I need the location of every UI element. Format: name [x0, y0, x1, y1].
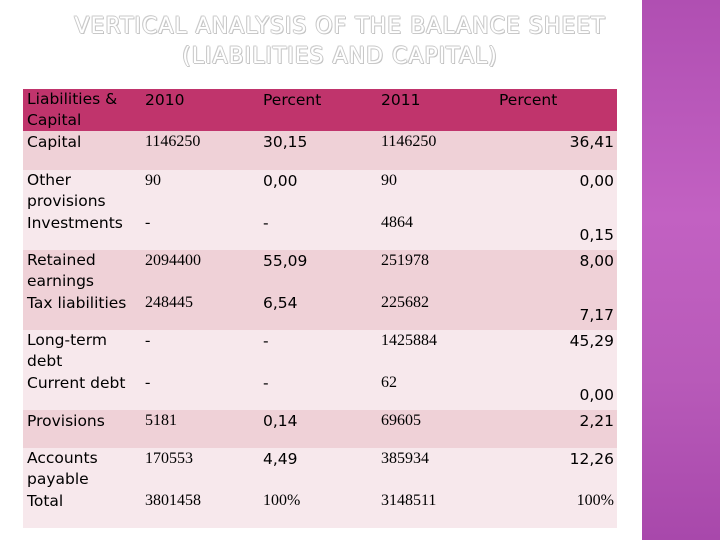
table-row: Tax liabilities 248445 6,54 225682 7,17	[23, 292, 617, 330]
header-percent-2010: Percent	[259, 89, 377, 131]
row-label: Tax liabilities	[23, 292, 141, 330]
table-row: Investments - - 4864 0,15	[23, 212, 617, 250]
row-label: Current debt	[23, 372, 141, 410]
cell-2010: -	[141, 212, 259, 250]
row-label: Total	[23, 490, 141, 528]
cell-2010: 90	[141, 170, 259, 212]
row-label: Provisions	[23, 410, 141, 448]
cell-2011: 90	[377, 170, 495, 212]
header-2011: 2011	[377, 89, 495, 131]
table-row: Long-term debt - - 1425884 45,29	[23, 330, 617, 372]
cell-2010: 1146250	[141, 131, 259, 170]
cell-2011: 225682	[377, 292, 495, 330]
row-label: Other provisions	[23, 170, 141, 212]
cell-percent-2010: -	[259, 212, 377, 250]
header-percent-2011: Percent	[495, 89, 617, 131]
cell-2011: 4864	[377, 212, 495, 250]
table-row: Provisions 5181 0,14 69605 2,21	[23, 410, 617, 448]
cell-percent-2011: 7,17	[495, 292, 617, 330]
row-label: Long-term debt	[23, 330, 141, 372]
cell-2011: 3148511	[377, 490, 495, 528]
cell-2010: 170553	[141, 448, 259, 490]
cell-percent-2011: 12,26	[495, 448, 617, 490]
cell-2011: 1425884	[377, 330, 495, 372]
cell-2011: 251978	[377, 250, 495, 292]
cell-percent-2010: 6,54	[259, 292, 377, 330]
cell-2010: 248445	[141, 292, 259, 330]
title-line-2: (LIABILITIES AND CAPITAL)	[182, 44, 498, 69]
cell-percent-2011: 0,15	[495, 212, 617, 250]
cell-percent-2011: 100%	[495, 490, 617, 528]
cell-percent-2010: -	[259, 330, 377, 372]
cell-percent-2010: 100%	[259, 490, 377, 528]
row-label: Retained earnings	[23, 250, 141, 292]
decorative-side-band	[642, 0, 720, 540]
cell-percent-2011: 0,00	[495, 372, 617, 410]
table-row: Accounts payable 170553 4,49 385934 12,2…	[23, 448, 617, 490]
table-row: Retained earnings 2094400 55,09 251978 8…	[23, 250, 617, 292]
cell-2010: -	[141, 372, 259, 410]
cell-percent-2011: 0,00	[495, 170, 617, 212]
cell-2011: 385934	[377, 448, 495, 490]
cell-percent-2010: 4,49	[259, 448, 377, 490]
cell-percent-2010: 55,09	[259, 250, 377, 292]
balance-sheet-table: Liabilities & Capital 2010 Percent 2011 …	[23, 89, 617, 528]
cell-2010: 2094400	[141, 250, 259, 292]
cell-percent-2011: 36,41	[495, 131, 617, 170]
title-line-1: VERTICAL ANALYSIS OF THE BALANCE SHEET	[74, 14, 606, 39]
row-label: Investments	[23, 212, 141, 250]
slide-title: VERTICAL ANALYSIS OF THE BALANCE SHEET (…	[40, 12, 640, 72]
cell-2010: -	[141, 330, 259, 372]
table-row: Current debt - - 62 0,00	[23, 372, 617, 410]
table-row: Capital 1146250 30,15 1146250 36,41	[23, 131, 617, 170]
cell-percent-2011: 45,29	[495, 330, 617, 372]
cell-2010: 3801458	[141, 490, 259, 528]
table-header-row: Liabilities & Capital 2010 Percent 2011 …	[23, 89, 617, 131]
table-row: Other provisions 90 0,00 90 0,00	[23, 170, 617, 212]
header-2010: 2010	[141, 89, 259, 131]
table-row: Total 3801458 100% 3148511 100%	[23, 490, 617, 528]
cell-2011: 62	[377, 372, 495, 410]
cell-2011: 1146250	[377, 131, 495, 170]
row-label: Accounts payable	[23, 448, 141, 490]
cell-percent-2010: 30,15	[259, 131, 377, 170]
cell-percent-2011: 8,00	[495, 250, 617, 292]
cell-percent-2010: 0,14	[259, 410, 377, 448]
cell-percent-2010: 0,00	[259, 170, 377, 212]
cell-percent-2010: -	[259, 372, 377, 410]
cell-2010: 5181	[141, 410, 259, 448]
cell-2011: 69605	[377, 410, 495, 448]
cell-percent-2011: 2,21	[495, 410, 617, 448]
row-label: Capital	[23, 131, 141, 170]
header-liabilities-capital: Liabilities & Capital	[23, 89, 141, 131]
